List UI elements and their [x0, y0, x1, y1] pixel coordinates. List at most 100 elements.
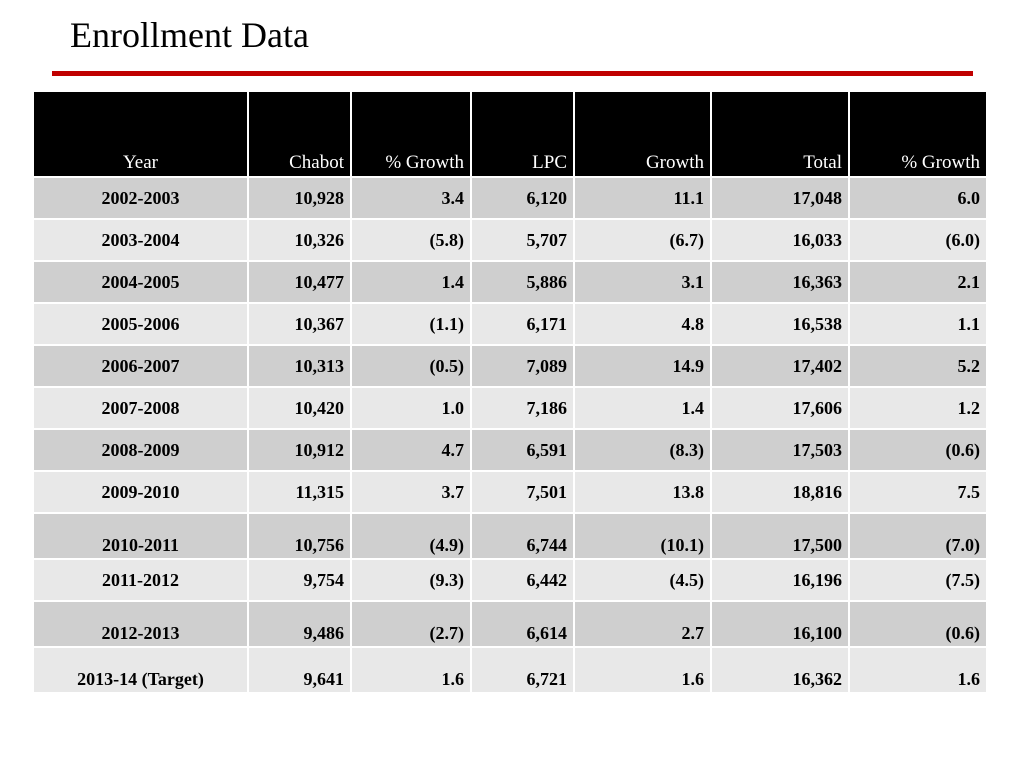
cell-total-growth: (7.5)	[849, 559, 986, 602]
cell-total: 17,402	[711, 345, 850, 388]
cell-chabot: 10,477	[248, 261, 352, 304]
cell-lpc: 6,442	[471, 559, 575, 602]
cell-chabot: 9,486	[248, 601, 352, 648]
cell-chabot: 10,326	[248, 219, 352, 262]
table-header-row: Year Chabot % Growth LPC Growth Total % …	[34, 92, 986, 178]
column-header-year: Year	[34, 92, 249, 178]
cell-total: 17,503	[711, 429, 850, 472]
cell-lpc: 6,591	[471, 429, 575, 472]
cell-lpc-growth: (8.3)	[574, 429, 712, 472]
cell-chabot: 11,315	[248, 471, 352, 514]
cell-total: 18,816	[711, 471, 850, 514]
page-title: Enrollment Data	[70, 15, 309, 55]
table-row: 2005-2006 10,367 (1.1) 6,171 4.8 16,538 …	[34, 303, 986, 346]
cell-chabot-growth: (5.8)	[351, 219, 472, 262]
cell-total: 16,033	[711, 219, 850, 262]
cell-year: 2010-2011	[34, 513, 249, 560]
cell-lpc-growth: (4.5)	[574, 559, 712, 602]
cell-year: 2007-2008	[34, 387, 249, 430]
cell-lpc: 7,186	[471, 387, 575, 430]
cell-chabot: 10,928	[248, 177, 352, 220]
cell-total: 16,196	[711, 559, 850, 602]
cell-lpc-growth: 13.8	[574, 471, 712, 514]
cell-chabot-growth: (4.9)	[351, 513, 472, 560]
cell-lpc: 5,886	[471, 261, 575, 304]
cell-year: 2004-2005	[34, 261, 249, 304]
cell-year: 2003-2004	[34, 219, 249, 262]
cell-total-growth: (0.6)	[849, 601, 986, 648]
cell-lpc: 6,744	[471, 513, 575, 560]
cell-year: 2008-2009	[34, 429, 249, 472]
cell-chabot-growth: 4.7	[351, 429, 472, 472]
cell-lpc-growth: 2.7	[574, 601, 712, 648]
cell-chabot-growth: 1.6	[351, 647, 472, 694]
table-row: 2011-2012 9,754 (9.3) 6,442 (4.5) 16,196…	[34, 559, 986, 602]
cell-total-growth: 1.1	[849, 303, 986, 346]
cell-chabot-growth: 1.4	[351, 261, 472, 304]
cell-year: 2005-2006	[34, 303, 249, 346]
cell-total: 16,362	[711, 647, 850, 694]
cell-chabot: 10,313	[248, 345, 352, 388]
table-row: 2010-2011 10,756 (4.9) 6,744 (10.1) 17,5…	[34, 513, 986, 560]
cell-lpc: 6,171	[471, 303, 575, 346]
cell-chabot-growth: (2.7)	[351, 601, 472, 648]
table-row: 2004-2005 10,477 1.4 5,886 3.1 16,363 2.…	[34, 261, 986, 304]
cell-total: 17,500	[711, 513, 850, 560]
cell-total: 17,048	[711, 177, 850, 220]
table-row: 2006-2007 10,313 (0.5) 7,089 14.9 17,402…	[34, 345, 986, 388]
cell-lpc: 7,089	[471, 345, 575, 388]
cell-year: 2012-2013	[34, 601, 249, 648]
cell-year: 2006-2007	[34, 345, 249, 388]
table-row: 2008-2009 10,912 4.7 6,591 (8.3) 17,503 …	[34, 429, 986, 472]
table-row: 2013-14 (Target) 9,641 1.6 6,721 1.6 16,…	[34, 647, 986, 694]
cell-chabot-growth: 3.7	[351, 471, 472, 514]
cell-lpc-growth: (6.7)	[574, 219, 712, 262]
cell-year: 2002-2003	[34, 177, 249, 220]
cell-lpc-growth: 3.1	[574, 261, 712, 304]
cell-total: 16,100	[711, 601, 850, 648]
cell-chabot-growth: (1.1)	[351, 303, 472, 346]
cell-lpc: 6,721	[471, 647, 575, 694]
cell-chabot-growth: 3.4	[351, 177, 472, 220]
cell-chabot: 10,420	[248, 387, 352, 430]
cell-total-growth: (0.6)	[849, 429, 986, 472]
cell-lpc-growth: (10.1)	[574, 513, 712, 560]
cell-lpc: 6,120	[471, 177, 575, 220]
table-row: 2003-2004 10,326 (5.8) 5,707 (6.7) 16,03…	[34, 219, 986, 262]
table-row: 2007-2008 10,420 1.0 7,186 1.4 17,606 1.…	[34, 387, 986, 430]
cell-total-growth: 7.5	[849, 471, 986, 514]
cell-lpc-growth: 1.4	[574, 387, 712, 430]
cell-total-growth: (7.0)	[849, 513, 986, 560]
table-row: 2002-2003 10,928 3.4 6,120 11.1 17,048 6…	[34, 177, 986, 220]
cell-lpc: 6,614	[471, 601, 575, 648]
cell-lpc: 5,707	[471, 219, 575, 262]
cell-chabot: 10,367	[248, 303, 352, 346]
column-header-total-growth: % Growth	[849, 92, 986, 178]
cell-lpc-growth: 1.6	[574, 647, 712, 694]
cell-total-growth: 5.2	[849, 345, 986, 388]
cell-chabot-growth: (0.5)	[351, 345, 472, 388]
cell-lpc-growth: 4.8	[574, 303, 712, 346]
cell-year: 2009-2010	[34, 471, 249, 514]
enrollment-table: Year Chabot % Growth LPC Growth Total % …	[34, 92, 986, 694]
cell-lpc-growth: 11.1	[574, 177, 712, 220]
cell-lpc-growth: 14.9	[574, 345, 712, 388]
column-header-chabot-growth: % Growth	[351, 92, 472, 178]
title-divider	[52, 71, 973, 76]
cell-chabot: 10,912	[248, 429, 352, 472]
cell-chabot: 9,641	[248, 647, 352, 694]
cell-year: 2011-2012	[34, 559, 249, 602]
cell-chabot: 10,756	[248, 513, 352, 560]
column-header-lpc: LPC	[471, 92, 575, 178]
cell-total-growth: (6.0)	[849, 219, 986, 262]
table-row: 2012-2013 9,486 (2.7) 6,614 2.7 16,100 (…	[34, 601, 986, 648]
column-header-total: Total	[711, 92, 850, 178]
cell-total: 16,538	[711, 303, 850, 346]
cell-total: 16,363	[711, 261, 850, 304]
table-row: 2009-2010 11,315 3.7 7,501 13.8 18,816 7…	[34, 471, 986, 514]
cell-total: 17,606	[711, 387, 850, 430]
cell-lpc: 7,501	[471, 471, 575, 514]
cell-total-growth: 2.1	[849, 261, 986, 304]
cell-total-growth: 6.0	[849, 177, 986, 220]
cell-chabot-growth: 1.0	[351, 387, 472, 430]
